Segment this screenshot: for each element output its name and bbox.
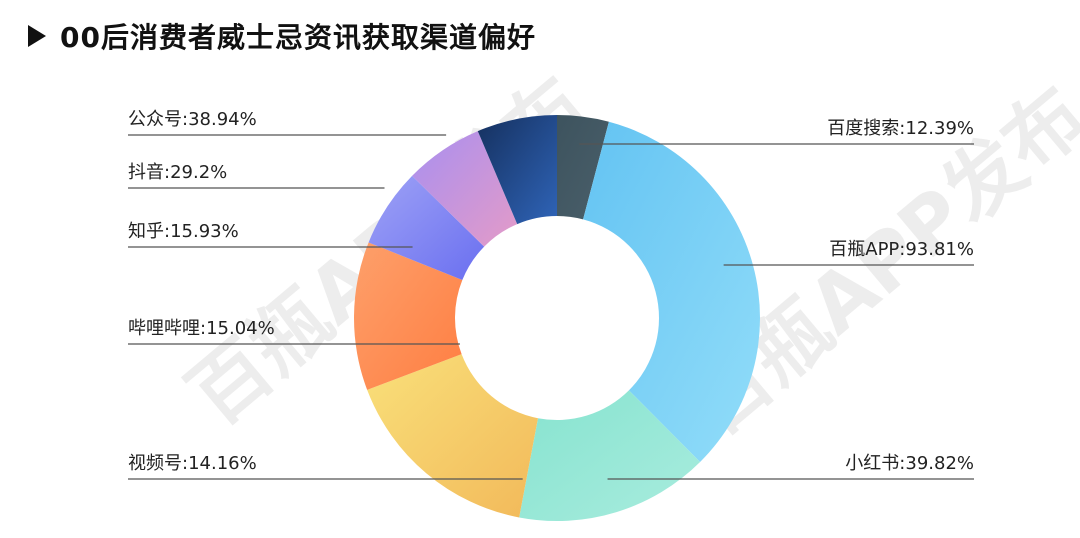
slice-label-5: 知乎:15.93% xyxy=(128,221,239,242)
donut-slice-1 xyxy=(583,121,761,463)
slice-label-6: 哔哩哔哩:15.04% xyxy=(128,318,275,339)
slice-label-0: 百度搜索:12.39% xyxy=(827,118,974,139)
donut-slice-2 xyxy=(519,390,701,521)
chart-title-row: 00后消费者威士忌资讯获取渠道偏好 xyxy=(28,16,536,56)
donut-slice-6 xyxy=(412,131,518,247)
slice-label-4: 抖音:29.2% xyxy=(128,162,227,183)
donut-slice-0 xyxy=(557,115,609,220)
triangle-bullet-icon xyxy=(28,25,46,47)
slice-label-2: 小红书:39.82% xyxy=(845,453,974,474)
chart-title: 00后消费者威士忌资讯获取渠道偏好 xyxy=(60,21,536,54)
slice-label-7: 视频号:14.16% xyxy=(128,453,257,474)
donut-slice-5 xyxy=(368,175,485,281)
donut-slice-7 xyxy=(477,115,557,225)
donut-slice-3 xyxy=(367,354,538,518)
slice-label-1: 百瓶APP:93.81% xyxy=(829,239,974,260)
slice-label-3: 公众号:38.94% xyxy=(128,109,257,130)
donut-slice-4 xyxy=(354,242,463,390)
